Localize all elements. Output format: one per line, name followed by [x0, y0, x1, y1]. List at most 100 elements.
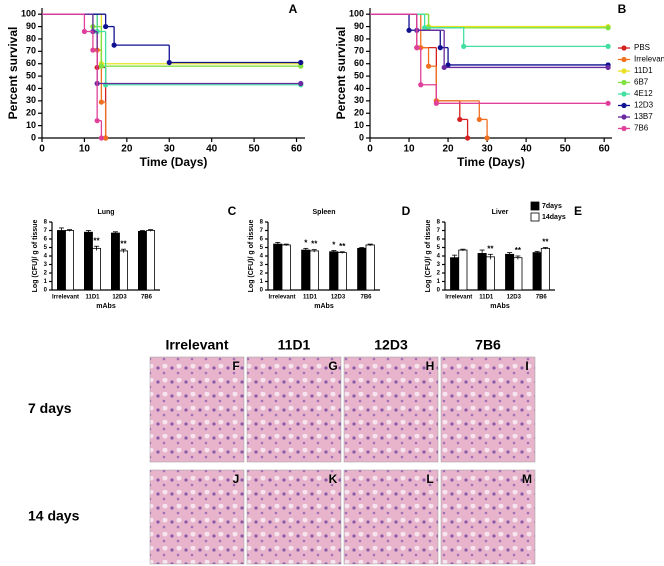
x-tick-label: 0	[39, 144, 45, 155]
bar	[365, 244, 375, 291]
bar	[309, 250, 319, 291]
bar	[485, 256, 495, 291]
x-axis-title: mAbs	[96, 303, 116, 310]
y-axis-title: Log (CFU)/ g of tissue	[425, 220, 432, 293]
significance: **	[339, 242, 346, 251]
bar	[532, 252, 542, 291]
panel-letter: A	[289, 2, 298, 16]
y-tick-label: 90	[26, 21, 36, 31]
survival-point	[605, 100, 611, 106]
legend-label: 12D3	[634, 101, 654, 110]
panel-letter: G	[328, 359, 337, 373]
y-tick-label: 7	[437, 228, 441, 234]
bar	[357, 247, 367, 291]
histology-image	[149, 356, 245, 463]
panel-letter: L	[426, 472, 433, 486]
bar	[329, 251, 339, 291]
histology-image	[343, 469, 439, 565]
x-axis-title: mAbs	[314, 303, 334, 310]
significance: **	[93, 236, 100, 245]
survival-point	[464, 135, 471, 141]
legend-marker	[621, 114, 627, 120]
y-tick-label: 0	[437, 288, 441, 294]
bar	[146, 230, 156, 291]
row-label: 14 days	[28, 508, 80, 524]
y-tick-label: 2	[44, 271, 48, 277]
bar	[57, 230, 66, 291]
y-tick-label: 4	[260, 254, 264, 260]
y-axis-title: Log (CFU)/ g of tissue	[248, 220, 255, 293]
column-label: 7B6	[475, 337, 501, 353]
legend-marker	[621, 45, 627, 51]
y-axis-title: Percent survival	[6, 27, 20, 120]
y-tick-label: 50	[354, 70, 364, 80]
panel-letter: I	[525, 359, 528, 373]
legend-swatch	[530, 212, 540, 222]
y-tick-label: 0	[31, 132, 36, 142]
y-tick-label: 0	[260, 288, 264, 294]
chart-title: Liver	[492, 209, 509, 216]
panel-letter: F	[232, 359, 239, 373]
y-tick-label: 7	[260, 228, 264, 234]
legend-label: 13B7	[634, 112, 653, 121]
x-tick-label: 12D3	[331, 295, 346, 301]
panel-letter: D	[402, 204, 411, 218]
bar	[477, 253, 487, 291]
bar	[458, 249, 468, 291]
y-tick-label: 1	[260, 279, 264, 285]
y-tick-label: 40	[354, 83, 364, 93]
y-tick-label: 30	[26, 95, 36, 105]
y-tick-label: 100	[21, 9, 36, 19]
survival-point	[605, 25, 611, 31]
bar	[92, 247, 102, 291]
legend-label: 6B7	[634, 78, 649, 87]
bar	[337, 252, 347, 291]
survival-point	[298, 80, 304, 87]
x-tick-label: 12D3	[507, 295, 522, 301]
y-tick-label: 4	[437, 254, 441, 260]
y-tick-label: 4	[44, 254, 48, 260]
chart-title: Lung	[97, 209, 114, 216]
survival-point	[298, 63, 304, 69]
x-tick-label: Irrelevant	[268, 295, 295, 301]
legend-marker	[621, 56, 627, 63]
y-tick-label: 6	[44, 237, 48, 243]
histology-image	[246, 469, 342, 565]
x-tick-label: 7B6	[360, 295, 372, 301]
survival-point	[166, 59, 172, 66]
histology-image	[440, 469, 536, 565]
x-axis-title: Time (Days)	[140, 155, 208, 169]
x-axis-title: mAbs	[490, 303, 510, 310]
histology-image	[246, 356, 342, 463]
y-tick-label: 30	[354, 95, 364, 105]
y-tick-label: 5	[260, 245, 264, 251]
legend-marker	[621, 79, 627, 86]
significance: *	[304, 238, 308, 247]
y-tick-label: 3	[44, 262, 48, 268]
x-tick-label: 11D1	[303, 295, 318, 301]
legend-label: 7days	[542, 203, 562, 210]
y-tick-label: 10	[354, 120, 364, 130]
x-tick-label: 30	[482, 144, 494, 155]
y-tick-label: 6	[437, 237, 441, 243]
legend-label: 7B6	[634, 124, 649, 133]
bar	[273, 243, 283, 291]
y-tick-label: 2	[260, 271, 264, 277]
significance: **	[542, 238, 549, 247]
y-tick-label: 80	[354, 33, 364, 43]
legend-marker	[621, 125, 627, 132]
x-tick-label: 50	[560, 144, 572, 155]
legend-label: Irrelevant	[634, 55, 664, 64]
bar	[301, 249, 311, 291]
y-tick-label: 3	[437, 262, 441, 268]
legend-marker	[621, 68, 627, 74]
survival-point	[103, 135, 109, 141]
x-tick-label: 11D1	[479, 295, 494, 301]
significance: **	[515, 246, 522, 255]
y-tick-label: 90	[354, 21, 364, 31]
y-tick-label: 6	[260, 237, 264, 243]
bar	[137, 230, 147, 291]
y-tick-label: 3	[260, 262, 264, 268]
y-axis-title: Percent survival	[334, 27, 348, 120]
